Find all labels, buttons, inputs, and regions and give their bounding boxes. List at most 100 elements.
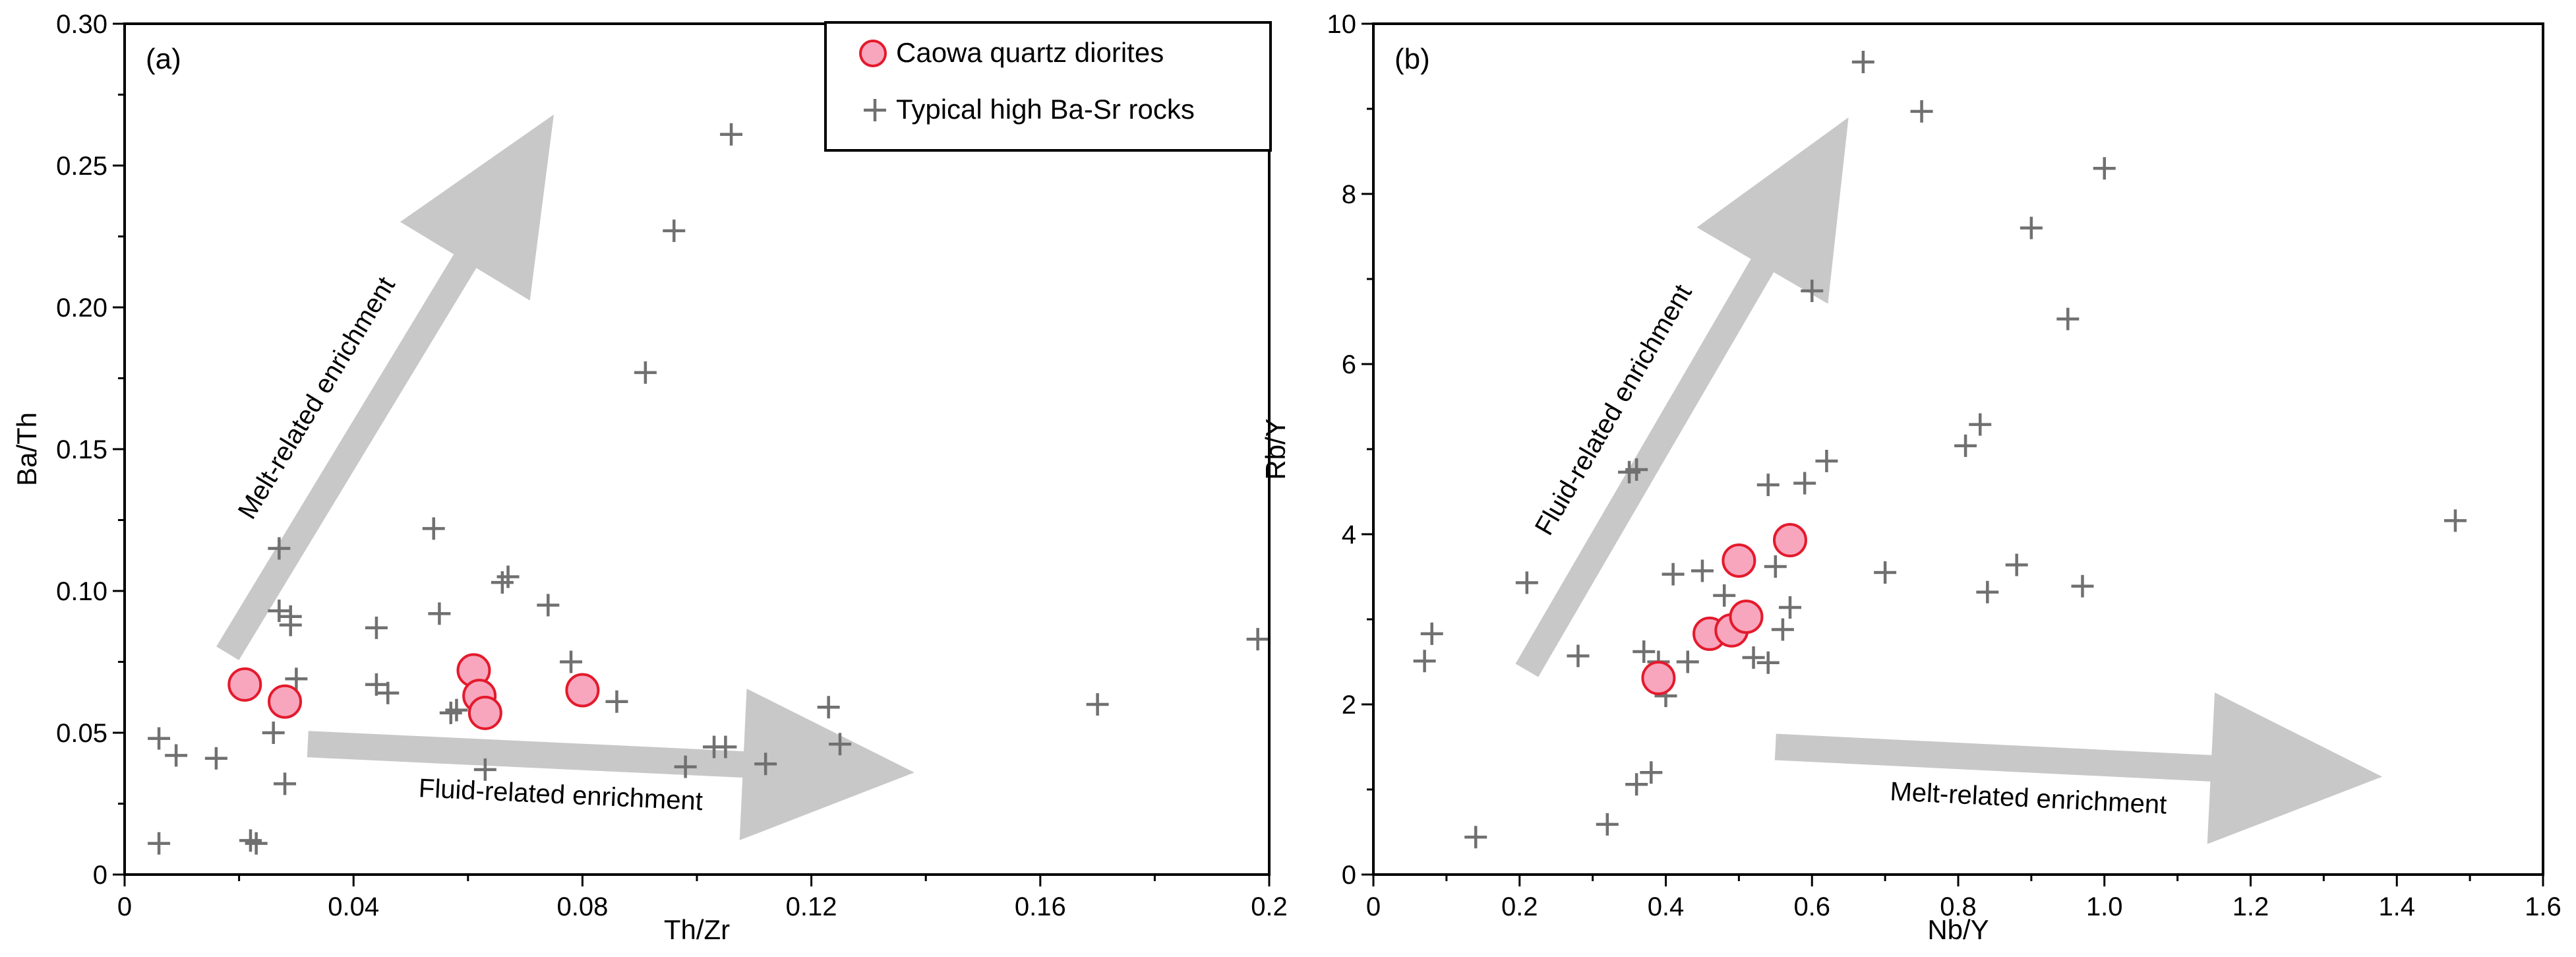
high-ba-sr-point <box>148 727 171 750</box>
caowa-point <box>1729 600 1764 634</box>
high-ba-sr-point <box>439 701 462 724</box>
high-ba-sr-point <box>422 517 445 540</box>
legend-circle-marker <box>859 40 887 67</box>
y-axis-label: Ba/Th <box>11 412 42 486</box>
high-ba-sr-point <box>165 744 188 767</box>
y-tick-label: 0 <box>1342 861 1356 890</box>
caowa-point <box>268 684 303 719</box>
high-ba-sr-point <box>1625 458 1648 481</box>
y-tick-label: 0 <box>93 861 107 890</box>
x-tick-label: 1.6 <box>2525 892 2561 921</box>
high-ba-sr-point <box>829 733 851 756</box>
high-ba-sr-point <box>1086 693 1109 716</box>
high-ba-sr-point <box>1691 559 1714 582</box>
high-ba-sr-point <box>1764 555 1787 578</box>
high-ba-sr-point <box>674 755 697 778</box>
high-ba-sr-point <box>496 565 520 588</box>
high-ba-sr-point <box>262 722 285 744</box>
caowa-point <box>1772 523 1807 558</box>
high-ba-sr-point <box>663 219 686 242</box>
high-ba-sr-point <box>491 571 514 594</box>
y-tick-label: 0.20 <box>56 293 107 323</box>
x-tick-label: 0.6 <box>1793 892 1830 921</box>
x-tick-label: 0.2 <box>1501 892 1538 921</box>
high-ba-sr-point <box>1246 628 1269 651</box>
high-ba-sr-point <box>1756 651 1780 674</box>
legend: Caowa quartz diorites Typical high Ba-Sr… <box>824 21 1272 152</box>
high-ba-sr-point <box>1640 761 1663 784</box>
high-ba-sr-point <box>714 735 737 758</box>
high-ba-sr-point <box>1771 618 1794 641</box>
high-ba-sr-point <box>1464 826 1487 849</box>
high-ba-sr-point <box>605 690 628 713</box>
caowa-point <box>227 667 262 702</box>
enrichment-arrow <box>307 689 914 840</box>
x-tick-label: 0.4 <box>1648 892 1685 921</box>
high-ba-sr-point <box>1815 450 1838 473</box>
legend-box <box>824 21 1272 152</box>
high-ba-sr-point <box>754 753 777 776</box>
high-ba-sr-point <box>1625 773 1648 796</box>
high-ba-sr-point <box>2005 553 2028 576</box>
high-ba-sr-point <box>634 361 657 384</box>
legend-entry-high-ba-sr: Typical high Ba-Sr rocks <box>896 94 1195 125</box>
marks-group <box>148 123 1269 855</box>
x-axis-label: Nb/Y <box>1927 914 1989 945</box>
high-ba-sr-point <box>2093 157 2116 180</box>
legend-entry-caowa: Caowa quartz diorites <box>896 37 1164 68</box>
x-axis-label: Th/Zr <box>664 914 730 945</box>
high-ba-sr-point <box>365 673 388 696</box>
high-ba-sr-point <box>268 537 291 560</box>
y-tick-label: 10 <box>1327 10 1357 39</box>
marks-group <box>1413 51 2467 849</box>
high-ba-sr-point <box>428 602 451 625</box>
x-tick-label: 1.2 <box>2232 892 2269 921</box>
panel-label: (b) <box>1394 43 1430 75</box>
high-ba-sr-point <box>1969 413 1992 436</box>
y-axis-label: Rb/Y <box>1260 418 1291 479</box>
x-tick-label: 0.8 <box>1940 892 1977 921</box>
high-ba-sr-point <box>148 832 171 855</box>
high-ba-sr-point <box>1676 650 1699 673</box>
high-ba-sr-point <box>1632 640 1656 664</box>
high-ba-sr-point <box>376 681 400 704</box>
high-ba-sr-point <box>245 832 268 855</box>
high-ba-sr-point <box>473 758 496 781</box>
x-tick-label: 0 <box>1366 892 1381 921</box>
high-ba-sr-point <box>537 594 560 617</box>
x-tick-label: 1.4 <box>2378 892 2415 921</box>
y-tick-label: 2 <box>1342 691 1356 720</box>
arrow-label: Melt-related enrichment <box>1890 777 2168 820</box>
high-ba-sr-point <box>1756 474 1780 497</box>
high-ba-sr-point <box>1420 622 1443 645</box>
enrichment-arrow <box>1515 117 1849 677</box>
high-ba-sr-point <box>720 123 743 146</box>
high-ba-sr-point <box>274 772 297 795</box>
x-tick-label: 0.04 <box>328 892 379 921</box>
x-tick-label: 0.16 <box>1015 892 1066 921</box>
high-ba-sr-point <box>1567 644 1590 667</box>
x-tick-label: 0.12 <box>786 892 837 921</box>
high-ba-sr-point <box>279 613 302 636</box>
high-ba-sr-point <box>1954 434 1977 457</box>
high-ba-sr-point <box>1910 100 1933 123</box>
high-ba-sr-point <box>1778 596 1801 619</box>
high-ba-sr-point <box>1413 650 1436 673</box>
y-tick-label: 0.15 <box>56 435 107 464</box>
y-tick-label: 0.10 <box>56 577 107 606</box>
y-tick-label: 8 <box>1342 180 1356 209</box>
high-ba-sr-point <box>1662 563 1685 586</box>
high-ba-sr-point <box>1596 813 1619 836</box>
arrow-label: Fluid-related enrichment <box>418 774 704 816</box>
axis-ticks: 0 0.2 0.4 0.6 0.8 1.0 1.2 1.4 1.6 0 2 4 6 8 10 <box>1327 10 2561 921</box>
caowa-point <box>565 673 600 708</box>
y-tick-label: 0.25 <box>56 152 107 181</box>
high-ba-sr-point <box>239 829 262 852</box>
x-tick-label: 0.08 <box>556 892 608 921</box>
high-ba-sr-point <box>365 616 388 639</box>
x-tick-label: 0 <box>117 892 132 921</box>
panel-label: (a) <box>146 43 181 75</box>
